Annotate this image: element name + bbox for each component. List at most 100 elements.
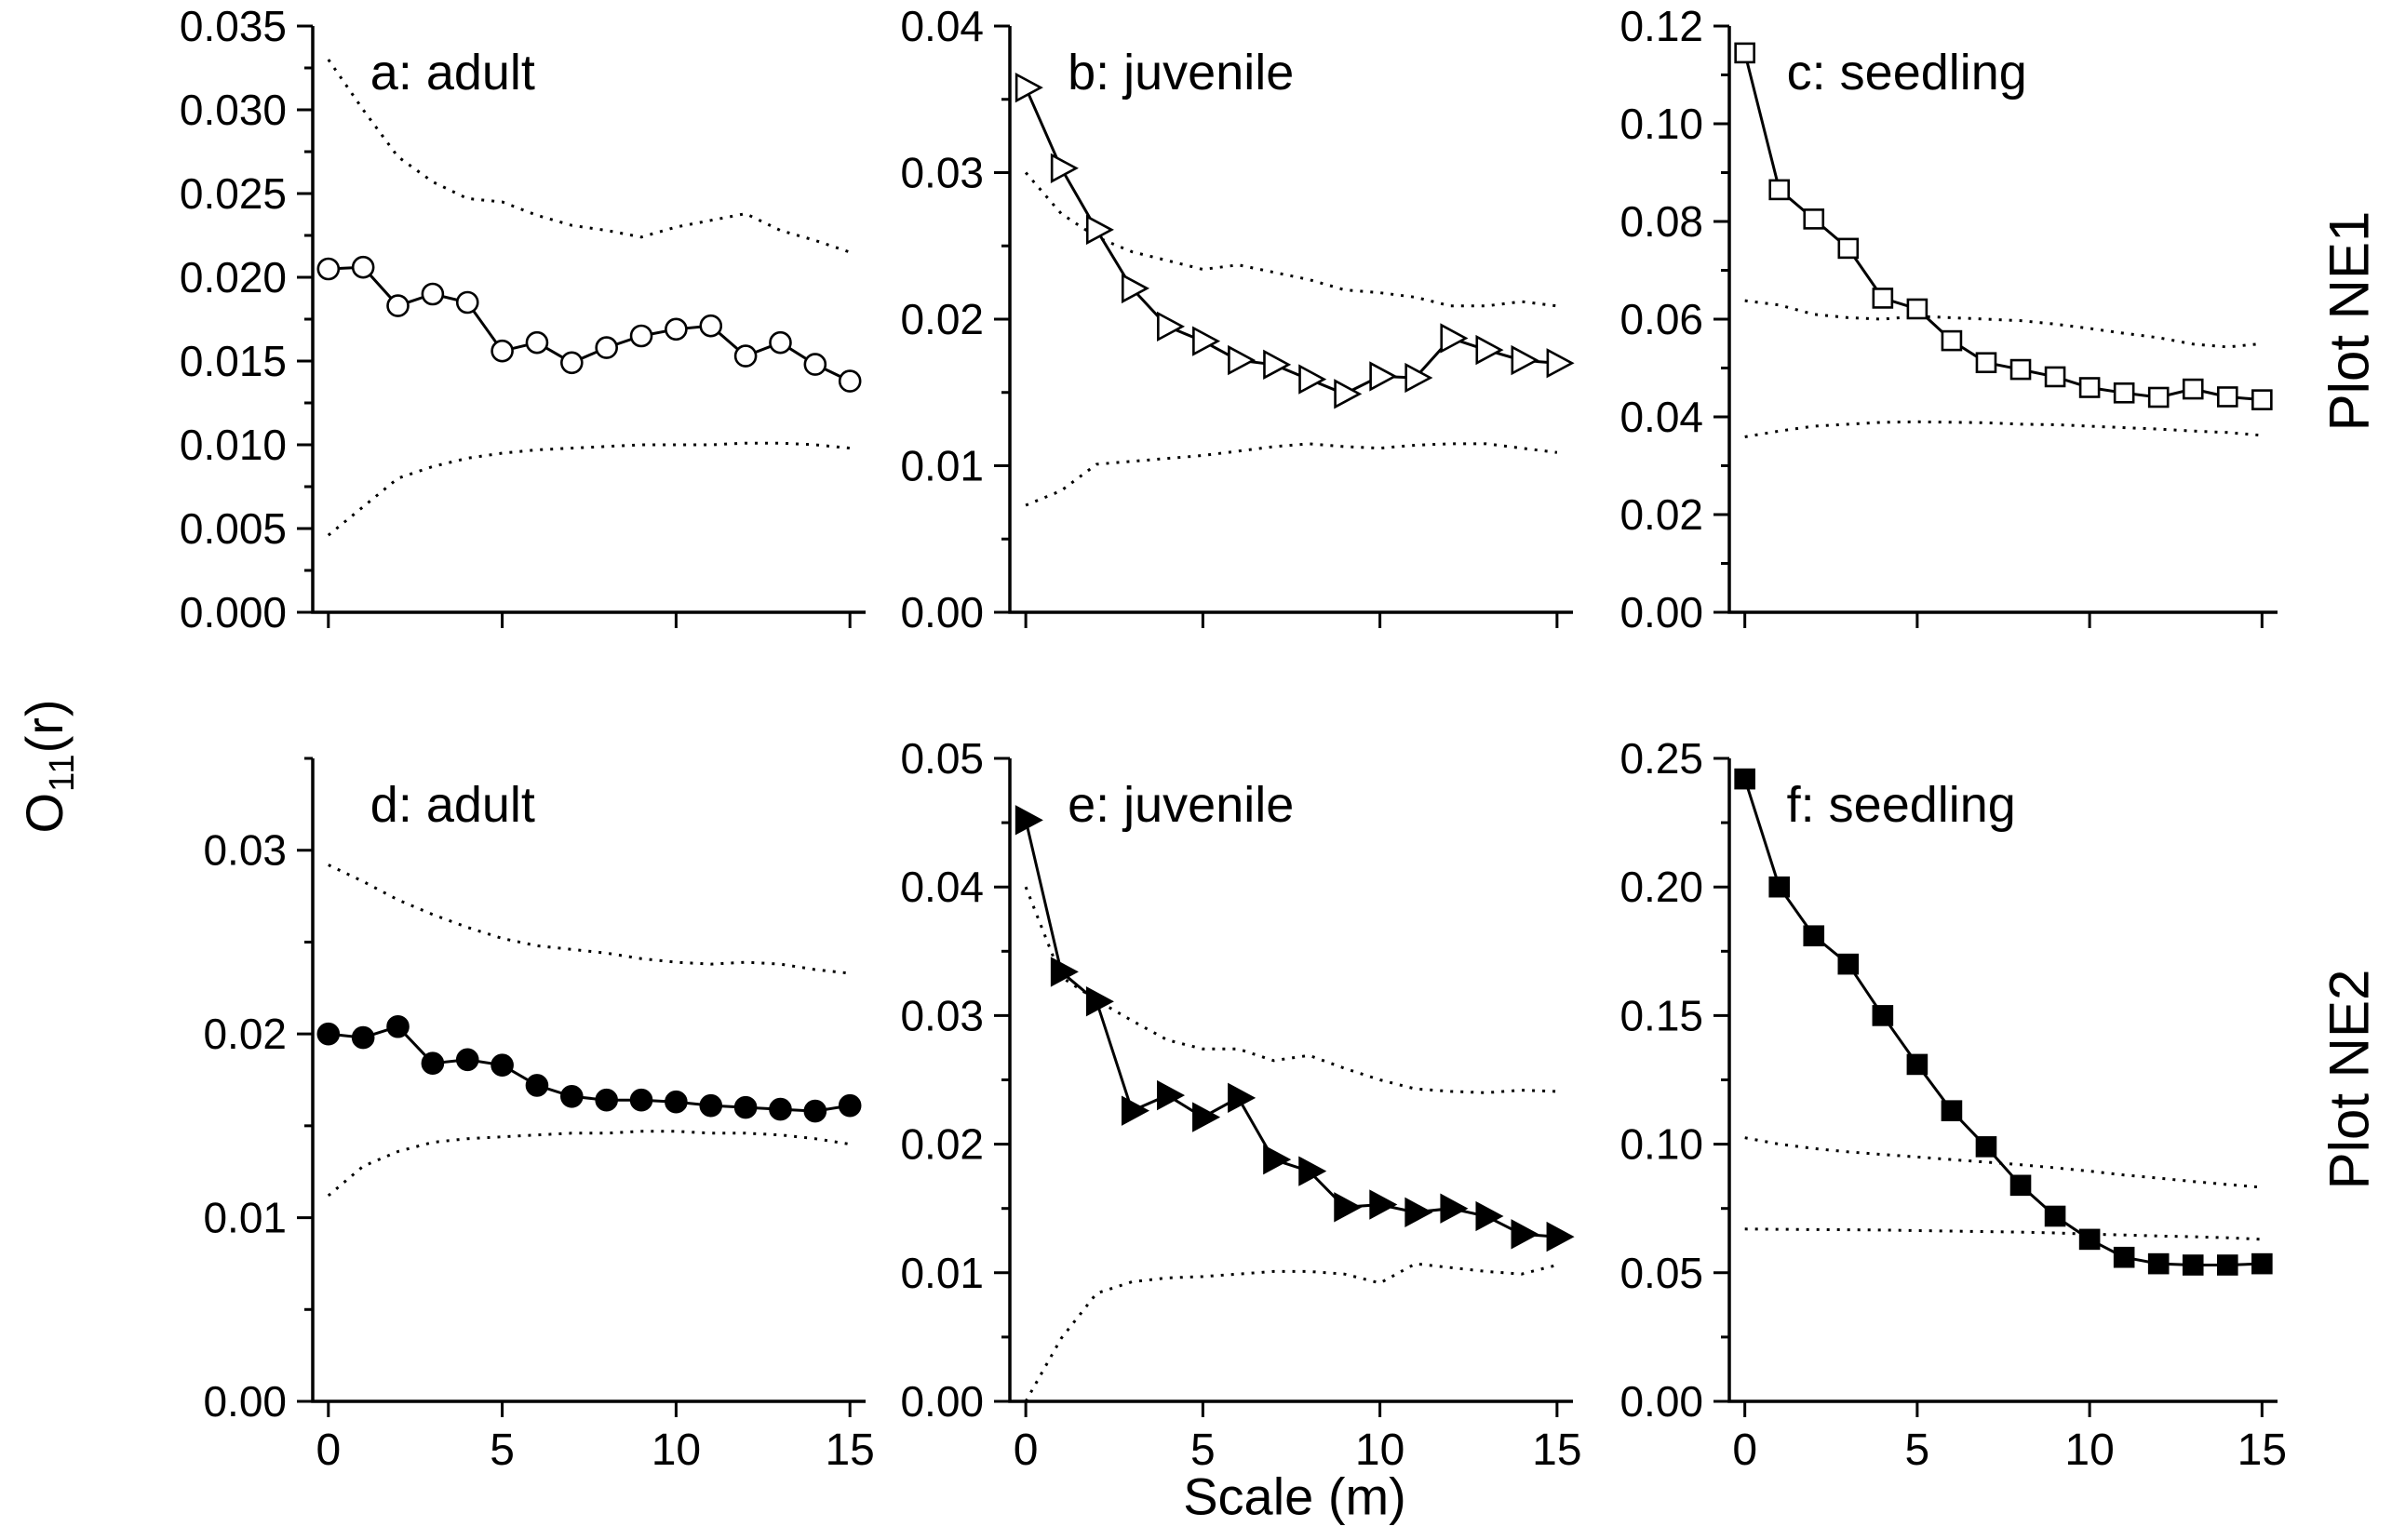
data-marker [1369,361,1398,392]
data-marker [1475,334,1504,366]
data-marker [1050,957,1079,987]
y-tick-label: 0.02 [900,1120,984,1169]
data-marker [1050,153,1079,183]
y-tick-label: 0.00 [1619,1377,1703,1426]
panel-title: a: adult [370,45,535,100]
data-marker [2182,378,2204,400]
x-tick-label: 5 [1905,1426,1930,1475]
y-axis-label: O11(r) [14,698,83,833]
data-marker [1015,805,1043,836]
data-marker [1803,208,1825,230]
data-marker [1298,1156,1327,1186]
data-marker [699,1093,723,1118]
data-marker [1837,953,1860,975]
data-marker [838,369,862,393]
data-marker [1872,1005,1894,1026]
data-marker [1298,364,1327,395]
y-tick-label: 0.02 [1619,490,1703,539]
row-label-plot-ne2: Plot NE2 [2318,969,2381,1190]
series-line [1743,52,2263,402]
data-marker [838,1093,862,1118]
data-marker [2216,386,2238,408]
data-marker [2251,389,2273,410]
y-tick-label: 0.04 [900,2,984,50]
data-marker [595,336,618,359]
y-tick-label: 0.20 [1619,863,1703,911]
y-tick-label: 0.000 [180,588,287,636]
panel-a: 0.000 0.005 0.010 0.015 0.020 0.025 0.030 0.035… [180,2,866,636]
y-tick-label: 0.00 [1619,588,1703,636]
data-marker [2009,1174,2032,1197]
data-marker [455,1048,479,1072]
data-marker [386,294,410,317]
panel-d: 0.00 0.01 0.02 0.03 0 5 10 15 d: adult [203,757,875,1475]
y-tick-label: 0.15 [1619,991,1703,1039]
data-marker [2044,1205,2066,1227]
data-marker [490,1053,514,1078]
data-marker [351,255,375,279]
data-marker [629,1088,653,1112]
data-marker [1975,352,1997,374]
data-marker [2182,1254,2204,1276]
data-marker [2113,382,2135,404]
series-line [1024,819,1558,1239]
y-tick-label: 0.08 [1619,197,1703,246]
data-marker [2009,358,2032,381]
y-tick-label: 0.03 [900,991,984,1039]
y-tick-label: 0.03 [900,149,984,197]
panel-title: e: juvenile [1068,777,1294,833]
x-tick-label: 0 [316,1426,341,1475]
data-marker [1546,1221,1575,1252]
x-tick-label: 15 [825,1426,874,1475]
data-marker [1157,1079,1186,1111]
data-marker [560,351,584,375]
panel-title: f: seedling [1787,777,2016,833]
data-marker [455,290,479,315]
data-marker [1511,344,1539,376]
data-marker [665,1090,688,1114]
data-marker [1085,986,1114,1017]
data-marker [1803,925,1825,947]
data-marker [560,1084,584,1108]
data-marker [1192,326,1221,356]
y-tick-label: 0.01 [900,442,984,490]
panel-e: 0.00 0.01 0.02 0.03 0.04 0.05 0 5 10 15 e: juvenil… [900,734,1581,1475]
data-marker [1768,876,1791,898]
upper-envelope-line [328,864,851,975]
y-tick-label: 0.10 [1619,1120,1703,1169]
data-marker [1941,1100,1963,1121]
y-tick-label: 0.02 [900,295,984,343]
data-marker [1121,273,1150,304]
series-line [328,265,851,382]
data-marker [629,324,653,348]
axis-frame [1008,758,1573,1403]
data-marker [1511,1219,1539,1250]
y-tick-label: 0.04 [900,863,984,911]
data-marker [2113,1246,2135,1268]
data-marker [2078,377,2101,398]
x-tick-label: 5 [1190,1426,1216,1475]
y-tick-label: 0.00 [900,588,984,636]
lower-envelope-line [1024,1262,1558,1402]
data-marker [699,314,723,338]
x-tick-label: 10 [652,1426,701,1475]
data-marker [525,1074,549,1097]
y-tick-label: 0.01 [900,1249,984,1297]
data-marker [665,317,688,341]
data-marker [421,1051,445,1076]
series-line [1743,778,2263,1266]
x-axis-label: Scale (m) [1183,1466,1406,1526]
data-marker [803,353,827,376]
data-marker [733,344,758,368]
y-tick-label: 0.030 [180,86,287,134]
axis-frame [1008,26,1573,614]
y-axis-label-subscript: 11 [43,753,83,792]
y-tick-label: 0.005 [180,504,287,553]
panel-c: 0.00 0.02 0.04 0.06 0.08 0.10 0.12 c: seedling [1619,2,2278,636]
y-axis-label-units: (r) [14,698,74,754]
data-marker [769,330,792,355]
data-marker [386,1014,410,1038]
data-marker [2251,1252,2273,1275]
x-tick-label: 5 [490,1426,515,1475]
